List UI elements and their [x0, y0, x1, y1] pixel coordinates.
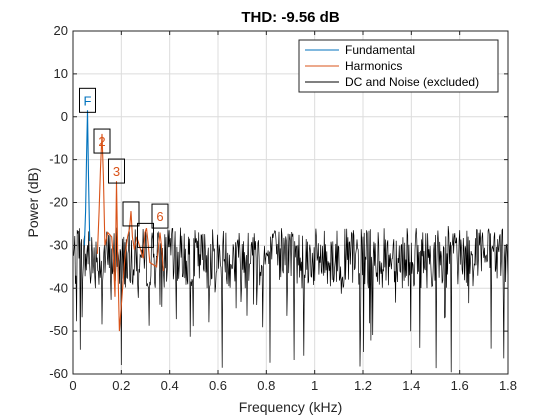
x-tick-label: 0.6	[209, 378, 227, 393]
harmonic-marker-box	[79, 87, 96, 113]
x-tick-label: 0.8	[257, 378, 275, 393]
harmonic-marker-label: 6	[156, 209, 163, 224]
harmonic-marker-label: F	[84, 93, 92, 108]
y-tick-label: -60	[49, 366, 68, 381]
series-layer	[73, 110, 508, 373]
y-tick-label: 20	[54, 23, 68, 38]
y-tick-label: -30	[49, 237, 68, 252]
legend-entry-harmonics: Harmonics	[345, 59, 402, 73]
y-tick-label: 0	[61, 109, 68, 124]
y-tick-label: -40	[49, 280, 68, 295]
legend-entry-noise: DC and Noise (excluded)	[345, 75, 479, 89]
x-tick-label: 1	[311, 378, 318, 393]
x-axis-label: Frequency (kHz)	[239, 399, 342, 415]
legend: Fundamental Harmonics DC and Noise (excl…	[298, 39, 499, 93]
harmonic-marker-box	[151, 203, 169, 229]
harmonic-marker-label: 3	[113, 164, 120, 179]
y-axis-label: Power (dB)	[25, 167, 41, 237]
y-tick-label: -20	[49, 195, 68, 210]
y-tick-label: 10	[54, 66, 68, 81]
x-tick-label: 1.8	[499, 378, 517, 393]
x-tick-label: 1.2	[354, 378, 372, 393]
harmonic-marker-label: 2	[98, 134, 105, 149]
series-fundamental-line	[83, 110, 91, 246]
harmonic-marker-box	[108, 158, 125, 184]
x-tick-label: 0	[69, 378, 76, 393]
x-tick-label: 0.4	[161, 378, 179, 393]
x-tick-label: 0.2	[112, 378, 130, 393]
y-tick-label: -10	[49, 152, 68, 167]
harmonic-marker-box	[93, 128, 111, 154]
y-tick-label: -50	[49, 323, 68, 338]
x-tick-label: 1.6	[451, 378, 469, 393]
series-harmonics-line	[96, 133, 164, 332]
chart-title: THD: -9.56 dB	[241, 9, 340, 26]
x-tick-label: 1.4	[402, 378, 420, 393]
harmonic-marker-box	[122, 201, 140, 227]
ticks: 0 0.2 0.4 0.6 0.8 1 1.2 1.4 1.6 1.8 -60 -50 -40 -30 -2…	[49, 23, 517, 393]
legend-entry-fundamental: Fundamental	[345, 43, 415, 57]
annotations: F 23 6	[79, 87, 169, 248]
harmonic-marker-box	[137, 222, 154, 248]
